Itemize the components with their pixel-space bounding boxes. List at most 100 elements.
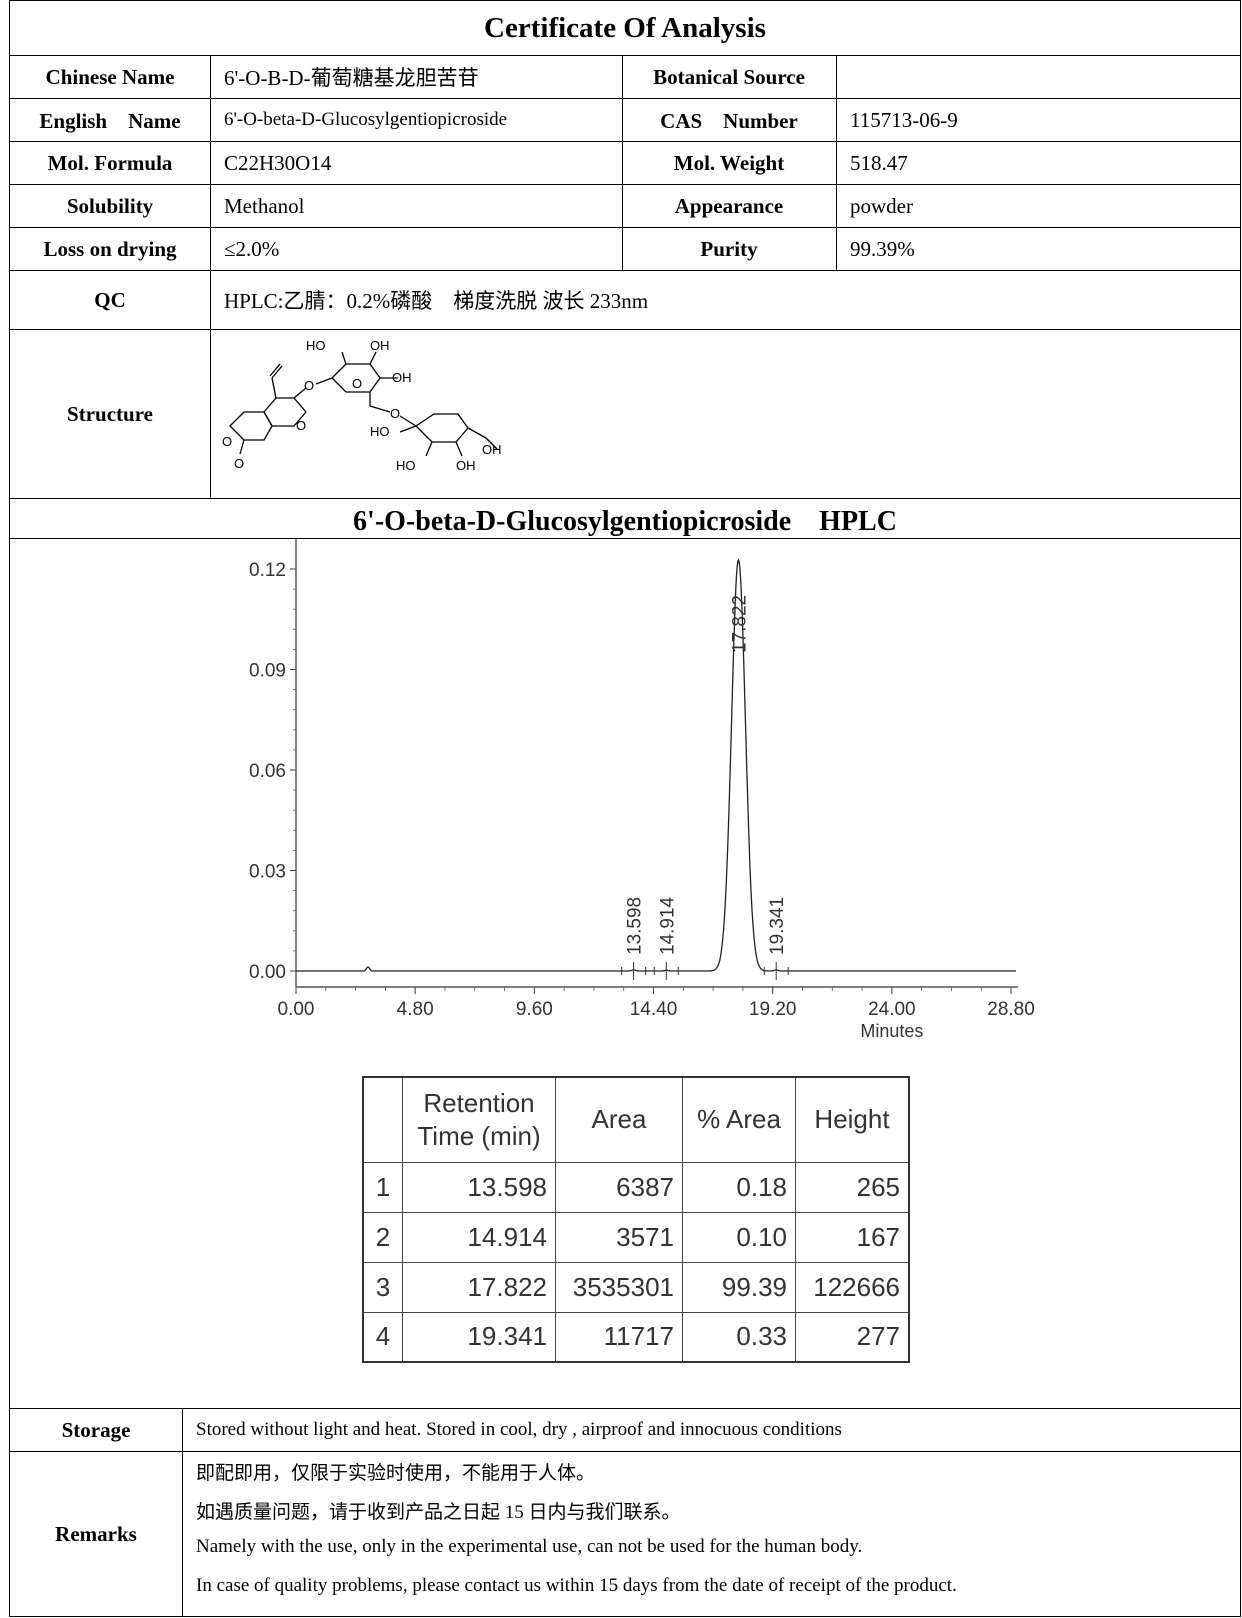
peak-value-cell: 17.822	[402, 1261, 556, 1313]
remarks-label: Remarks	[55, 1521, 137, 1546]
loss-label: Loss on drying	[43, 236, 177, 261]
atom-label: HO	[370, 424, 390, 439]
atom-label: OH	[482, 442, 502, 457]
y-tick-label: 0.09	[249, 661, 286, 682]
loss-value: ≤2.0%	[224, 236, 280, 261]
remark-line: Namely with the use, only in the experim…	[196, 1536, 863, 1557]
peak-value-cell: 13.598	[402, 1161, 556, 1213]
appearance-label: Appearance	[674, 193, 784, 218]
atom-label: OH	[456, 458, 476, 473]
y-tick-label: 0.03	[249, 862, 286, 883]
y-tick-label: 0.00	[249, 962, 286, 983]
row-chinese-name: Chinese Name 6'-O-B-D-葡萄糖基龙胆苦苷 Botanical…	[10, 55, 1240, 98]
cas-value: 115713-06-9	[850, 107, 958, 132]
chinese-name-label: Chinese Name	[45, 64, 175, 89]
row-solubility: Solubility Methanol Appearance powder	[10, 184, 1240, 227]
english-name-value: 6'-O-beta-D-Glucosylgentiopicroside	[224, 109, 508, 130]
chromatogram-trace	[296, 558, 1016, 972]
x-tick-label: 14.40	[630, 999, 678, 1020]
row-storage: Storage Stored without light and heat. S…	[10, 1408, 1240, 1451]
x-axis-title: Minutes	[860, 1021, 923, 1041]
row-remarks: Remarks 即配即用，仅限于实验时使用，不能用于人体。 如遇质量问题，请于收…	[10, 1451, 1240, 1616]
atom-label: HO	[306, 338, 326, 353]
peak-label: 14.914	[657, 896, 678, 955]
peak-index-cell: 4	[362, 1311, 403, 1363]
weight-label: Mol. Weight	[673, 150, 785, 175]
peak-value-cell: 265	[795, 1161, 910, 1213]
table-row: 1 13.598 6387 0.18 265	[362, 1161, 910, 1213]
peak-value-cell: 122666	[795, 1261, 910, 1313]
peak-value-cell: 3535301	[555, 1261, 683, 1313]
peak-table-header: Retention Time (min)	[402, 1076, 556, 1163]
peak-value-cell: 11717	[555, 1311, 683, 1363]
table-row: 4 19.341 11717 0.33 277	[362, 1311, 910, 1363]
peak-table: Retention Time (min) Area % Area Height …	[362, 1076, 910, 1363]
formula-value: C22H30O14	[224, 150, 332, 175]
atom-label: O	[222, 434, 232, 449]
x-tick-label: 9.60	[516, 999, 553, 1020]
peak-label: 13.598	[625, 897, 646, 955]
hplc-title-row: 6'-O-beta-D-Glucosylgentiopicroside HPLC	[10, 498, 1240, 538]
peak-table-header: Area	[555, 1076, 683, 1163]
remark-line: In case of quality problems, please cont…	[196, 1575, 957, 1596]
peak-value-cell: 6387	[555, 1161, 683, 1213]
atom-label: O	[304, 378, 314, 393]
atom-label: OH	[370, 338, 390, 353]
qc-label: QC	[94, 287, 126, 312]
atom-label: O	[352, 376, 362, 391]
botanical-source-value	[836, 56, 1240, 98]
hplc-chromatogram: 0.00 0.03 0.06 0.09 0.12 0.00 4.80 9.60 14.40 19.…	[249, 539, 1035, 1041]
atom-label: OH	[392, 370, 412, 385]
atom-label: O	[296, 418, 306, 433]
table-row: 2 14.914 3571 0.10 167	[362, 1211, 910, 1263]
x-tick-label: 28.80	[987, 999, 1035, 1020]
chinese-name-value: 6'-O-B-D-葡萄糖基龙胆苦苷	[224, 66, 479, 90]
weight-value: 518.47	[850, 150, 908, 175]
solubility-value: Methanol	[224, 193, 305, 218]
hplc-title: 6'-O-beta-D-Glucosylgentiopicroside HPLC	[353, 505, 897, 537]
peak-index-cell: 2	[362, 1211, 403, 1263]
row-formula: Mol. Formula C22H30O14 Mol. Weight 518.4…	[10, 141, 1240, 184]
y-tick-label: 0.12	[249, 560, 286, 581]
peak-index-cell: 3	[362, 1261, 403, 1313]
peak-label: 19.341	[767, 897, 788, 955]
atom-label: O	[390, 406, 400, 421]
peak-table-header: Height	[795, 1076, 910, 1163]
purity-value: 99.39%	[850, 236, 915, 261]
peak-value-cell: 0.10	[682, 1211, 796, 1263]
peak-value-cell: 277	[795, 1311, 910, 1363]
certificate-title: Certificate Of Analysis	[484, 11, 766, 44]
row-qc: QC HPLC:乙腈：0.2%磷酸 梯度洗脱 波长 233nm	[10, 270, 1240, 329]
structure-label: Structure	[67, 401, 153, 426]
hplc-section: 0.00 0.03 0.06 0.09 0.12 0.00 4.80 9.60 14.40 19.…	[10, 538, 1240, 1408]
certificate-page: Certificate Of Analysis Chinese Name 6'-…	[9, 0, 1241, 1617]
x-tick-label: 0.00	[278, 999, 315, 1020]
storage-label: Storage	[61, 1417, 131, 1442]
atom-label: HO	[396, 458, 416, 473]
row-english-name: English Name 6'-O-beta-D-Glucosylgentiop…	[10, 98, 1240, 141]
peak-value-cell: 0.18	[682, 1161, 796, 1213]
storage-value: Stored without light and heat. Stored in…	[196, 1419, 842, 1440]
peak-value-cell: 19.341	[402, 1311, 556, 1363]
appearance-value: powder	[850, 193, 913, 218]
peak-value-cell: 167	[795, 1211, 910, 1263]
solubility-label: Solubility	[66, 193, 154, 218]
purity-label: Purity	[700, 236, 758, 261]
cas-label: CAS Number	[660, 109, 798, 133]
title-row: Certificate Of Analysis	[10, 1, 1240, 55]
peak-table-header: % Area	[682, 1076, 796, 1163]
atom-label: O	[234, 456, 244, 471]
peak-value-cell: 3571	[555, 1211, 683, 1263]
x-tick-label: 4.80	[397, 999, 434, 1020]
formula-label: Mol. Formula	[47, 150, 173, 175]
peak-label: 17.822	[729, 595, 750, 653]
table-row: 3 17.822 3535301 99.39 122666	[362, 1261, 910, 1313]
peak-value-cell: 99.39	[682, 1261, 796, 1313]
x-tick-label: 19.20	[749, 999, 797, 1020]
qc-value: HPLC:乙腈：0.2%磷酸 梯度洗脱 波长 233nm	[224, 289, 649, 313]
x-tick-label: 24.00	[868, 999, 916, 1020]
remark-line: 如遇质量问题，请于收到产品之日起 15 日内与我们联系。	[196, 1502, 681, 1523]
english-name-label: English Name	[39, 109, 181, 133]
peak-value-cell: 0.33	[682, 1311, 796, 1363]
row-structure: Structure	[10, 329, 1240, 498]
